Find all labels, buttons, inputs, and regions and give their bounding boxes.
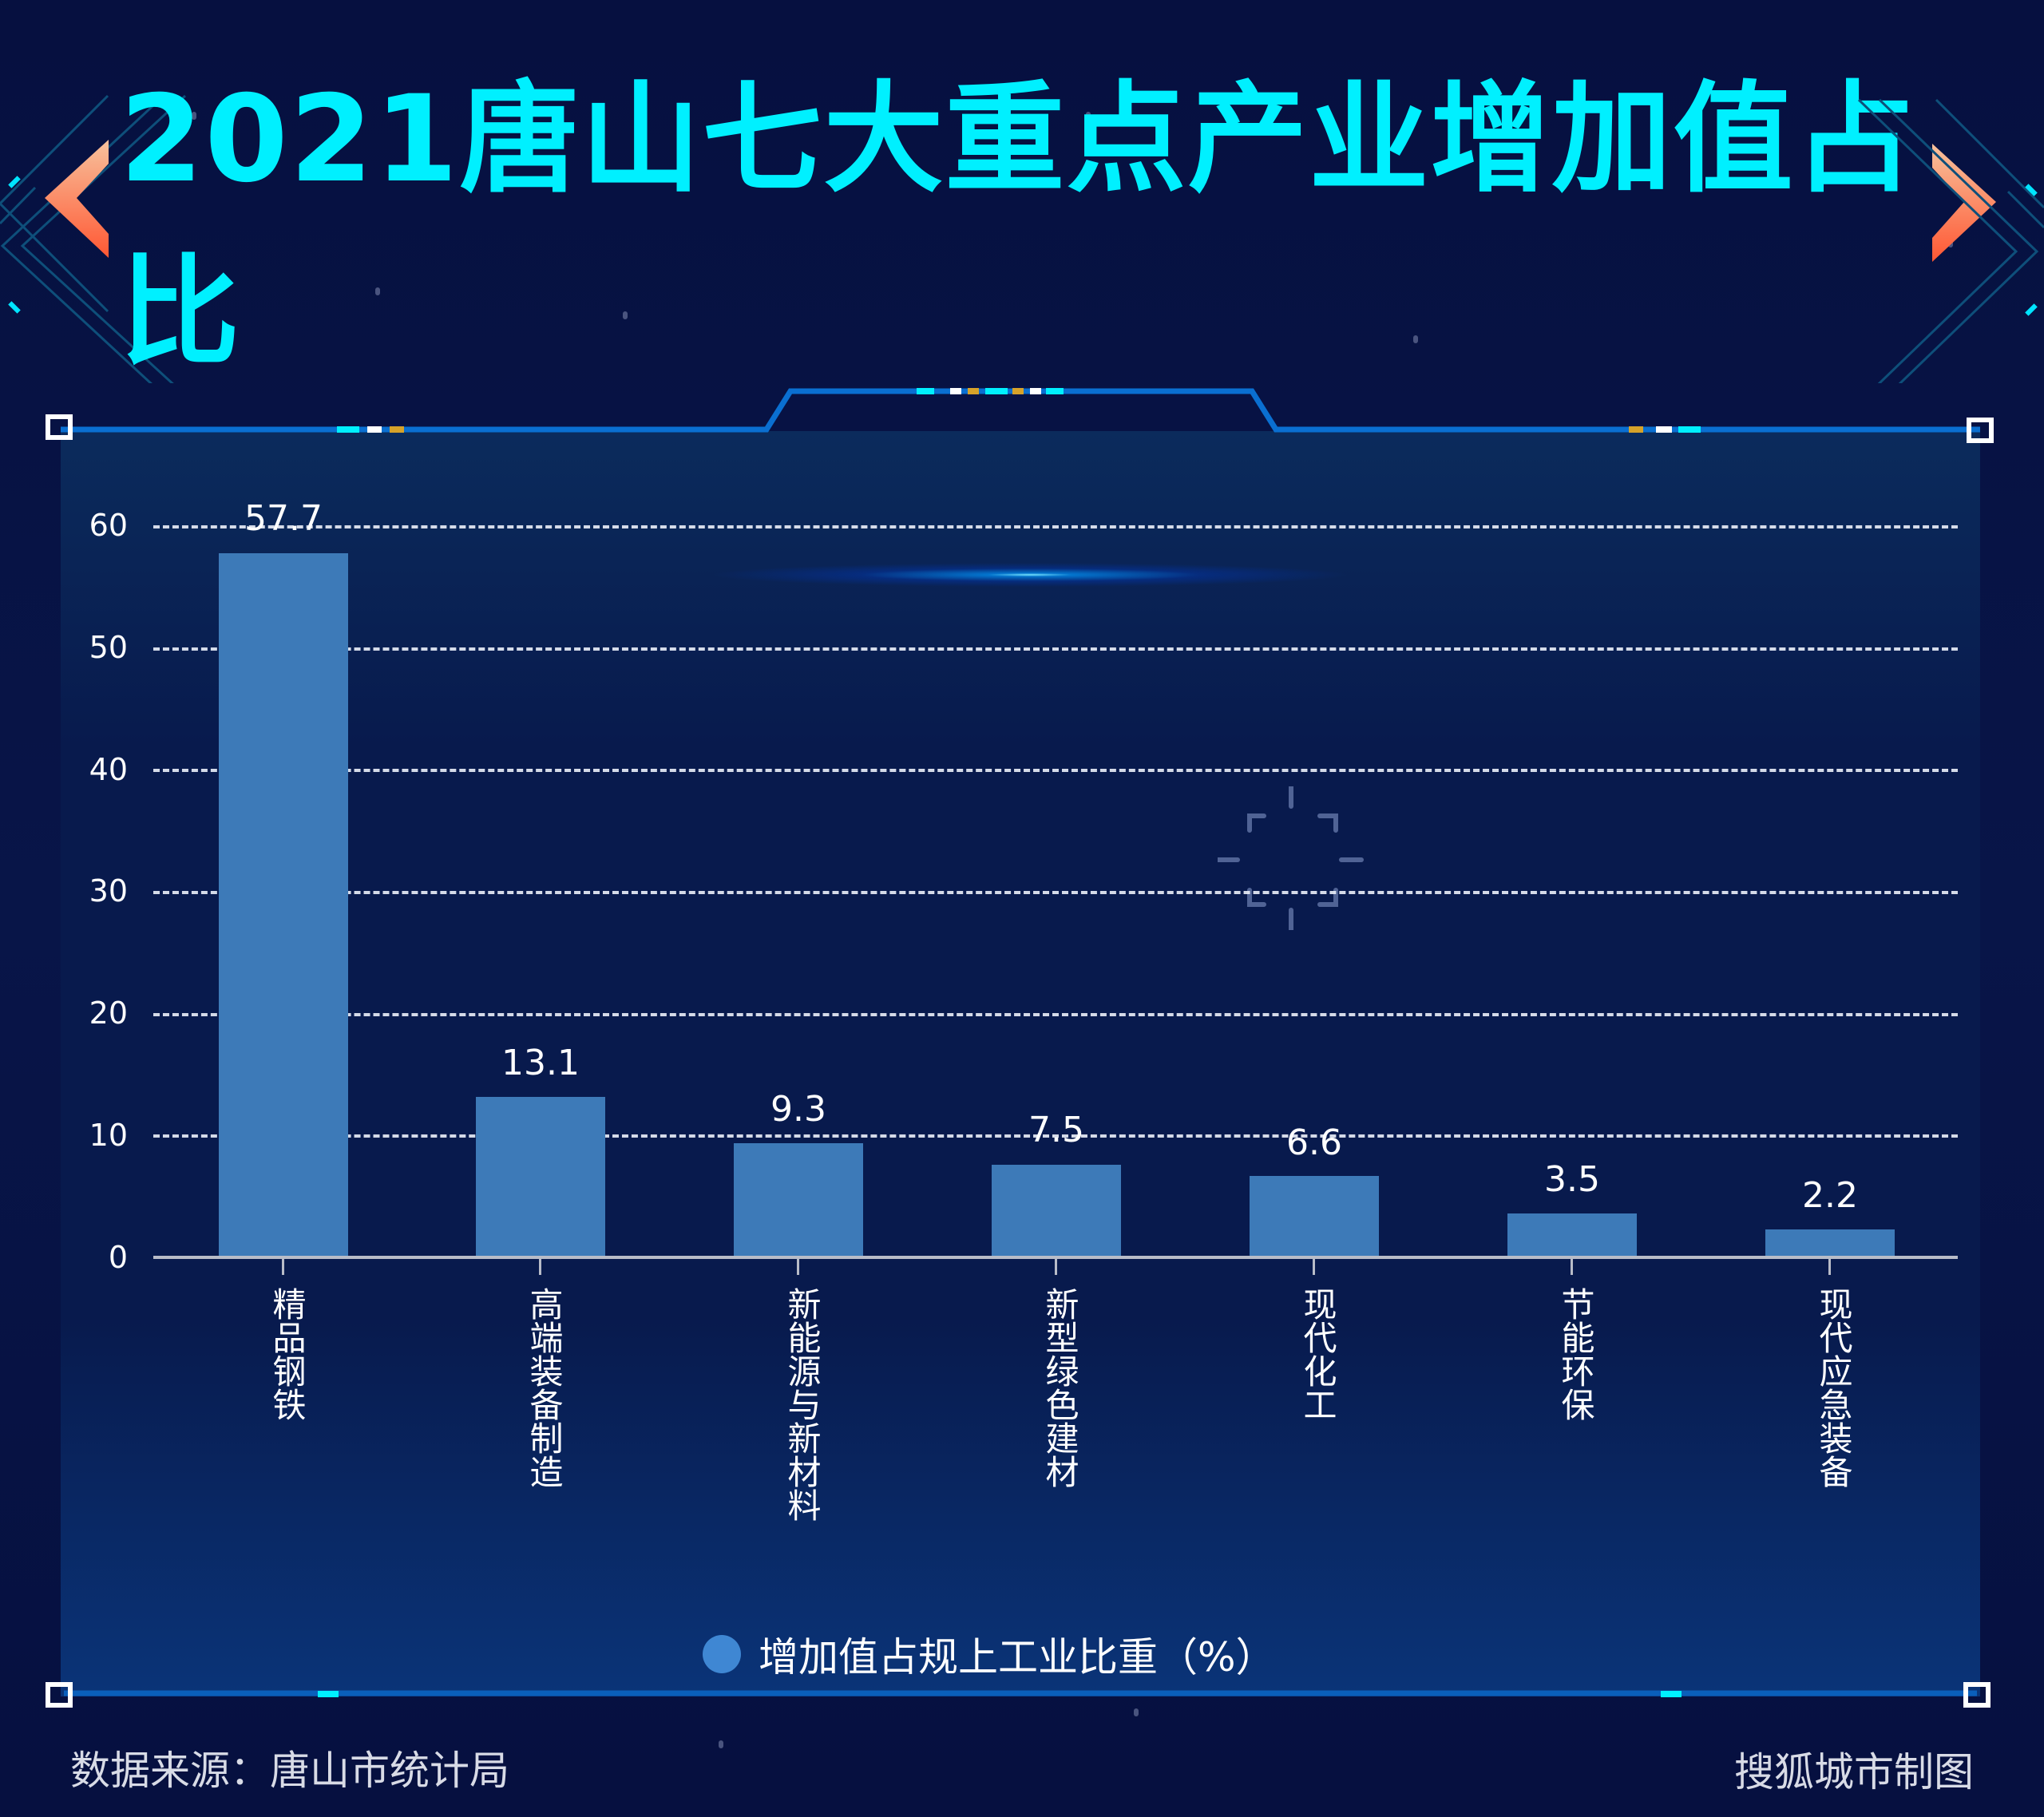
left-line-chevrons-icon [0, 94, 187, 383]
x-label: 新型绿色建材 [1040, 1287, 1079, 1488]
chart-panel [61, 431, 1980, 1696]
bar-gaoduan-zhuangbei[interactable] [476, 1097, 605, 1257]
chart-legend[interactable]: 增加值占规上工业比重（%） [703, 1625, 1276, 1683]
credit: 搜狐城市制图 [1734, 1749, 1974, 1795]
data-label: 6.6 [1286, 1122, 1342, 1163]
bar-jingpin-gangtie[interactable] [219, 553, 348, 1257]
y-tick-50: 50 [89, 630, 128, 665]
data-label: 13.1 [501, 1043, 580, 1083]
x-label: 新能源与新材料 [782, 1287, 822, 1522]
bar-yingji-zhuangbei[interactable] [1765, 1229, 1895, 1257]
x-label: 现代化工 [1298, 1287, 1337, 1421]
data-label: 7.5 [1028, 1110, 1084, 1150]
x-label: 精品钢铁 [267, 1287, 307, 1421]
y-tick-0: 0 [108, 1240, 128, 1275]
y-tick-40: 40 [89, 752, 128, 787]
data-label: 2.2 [1802, 1175, 1858, 1216]
bar-xinnengyuan[interactable] [734, 1143, 863, 1257]
bar-jieneng-huanbao[interactable] [1507, 1213, 1637, 1257]
data-label: 9.3 [770, 1089, 826, 1130]
legend-dot-icon [703, 1635, 741, 1673]
x-label: 节能环保 [1556, 1287, 1595, 1421]
data-source: 数据来源：唐山市统计局 [70, 1748, 509, 1794]
light-flare [607, 559, 1453, 591]
data-label: 3.5 [1544, 1159, 1600, 1200]
x-label: 现代应急装备 [1814, 1287, 1853, 1488]
y-tick-30: 30 [89, 873, 128, 908]
right-line-chevrons-icon [1857, 98, 2044, 383]
y-tick-60: 60 [89, 508, 128, 543]
x-label: 高端装备制造 [525, 1287, 564, 1488]
crosshair-reticle-icon [1218, 786, 1364, 930]
y-tick-10: 10 [89, 1118, 128, 1153]
left-chevron-icon [45, 140, 109, 258]
data-label: 57.7 [244, 498, 323, 539]
bar-xinxing-jiancai[interactable] [992, 1165, 1121, 1257]
legend-label: 增加值占规上工业比重（%） [759, 1634, 1276, 1680]
bar-xiandai-huagong[interactable] [1250, 1176, 1379, 1257]
y-tick-20: 20 [89, 996, 128, 1031]
x-axis-line [153, 1256, 1958, 1259]
